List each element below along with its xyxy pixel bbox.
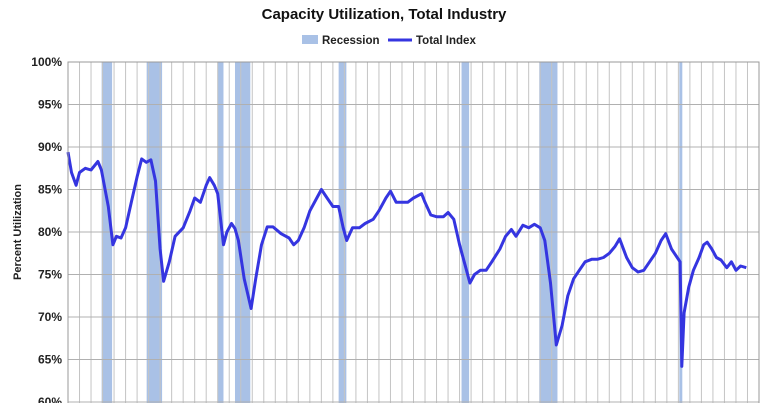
y-axis-label: Percent Utilization	[12, 184, 24, 280]
legend: Recession Total Index	[302, 35, 476, 47]
legend-total-index-label: Total Index	[416, 35, 476, 47]
y-tick-label: 75%	[38, 268, 62, 282]
total-index-line	[66, 151, 747, 368]
y-tick-label: 70%	[38, 310, 62, 324]
y-tick-label: 90%	[38, 140, 62, 154]
y-tick-label: 85%	[38, 183, 62, 197]
plot-border	[67, 61, 760, 403]
chart-title: Capacity Utilization, Total Industry	[262, 6, 507, 23]
legend-recession-swatch	[302, 35, 318, 44]
y-tick-label: 60%	[38, 395, 62, 403]
y-tick-label: 100%	[31, 55, 62, 69]
y-tick-label: 65%	[38, 353, 62, 367]
y-tick-label: 95%	[38, 98, 62, 112]
y-tick-labels: 60% 65% 70% 75% 80% 85% 90% 95% 100%	[31, 55, 62, 403]
legend-recession-label: Recession	[322, 35, 380, 47]
y-tick-label: 80%	[38, 225, 62, 239]
gridlines	[68, 61, 759, 403]
